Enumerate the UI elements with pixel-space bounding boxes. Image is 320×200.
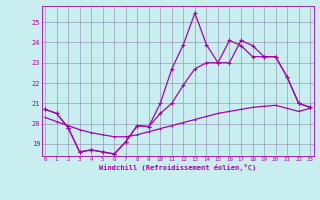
X-axis label: Windchill (Refroidissement éolien,°C): Windchill (Refroidissement éolien,°C): [99, 164, 256, 171]
